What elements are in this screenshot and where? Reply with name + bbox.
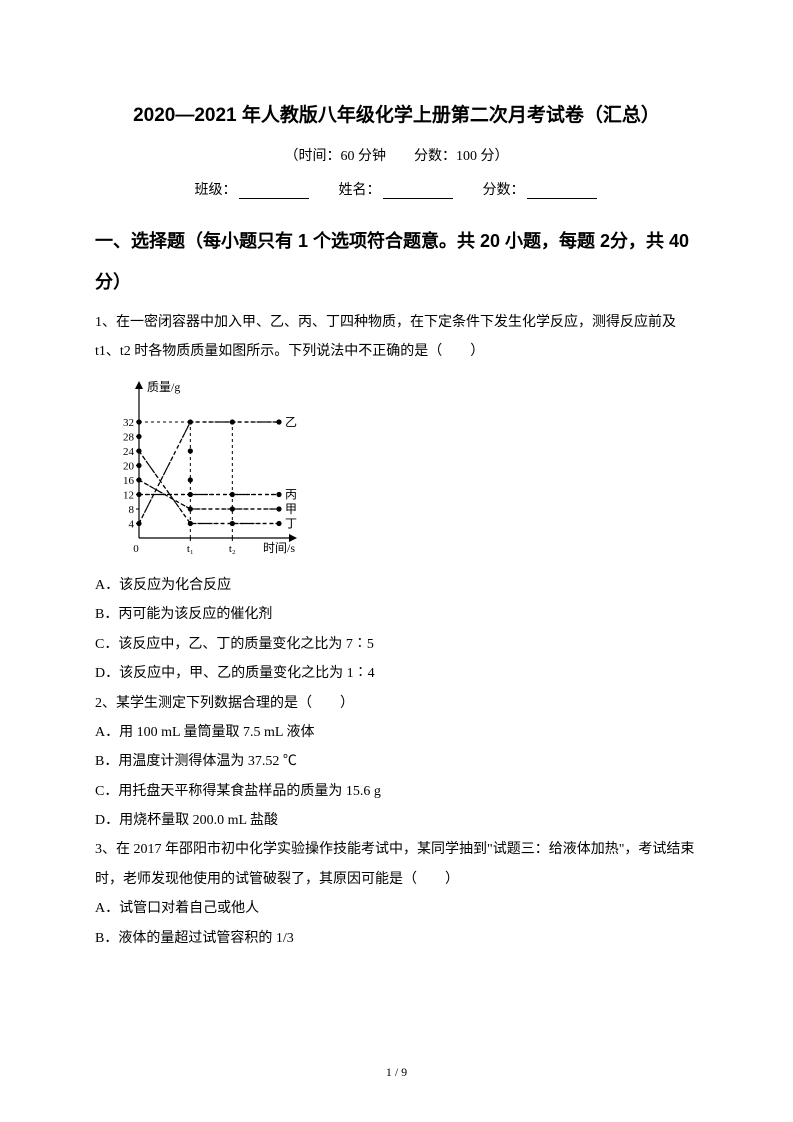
q2-stem: 2、某学生测定下列数据合理的是（ ） (95, 689, 698, 718)
svg-text:28: 28 (123, 431, 135, 443)
exam-meta: （时间：60 分钟 分数：100 分） (95, 145, 698, 165)
svg-text:时间/s: 时间/s (263, 541, 295, 555)
page-number: 1 / 9 (0, 1065, 793, 1080)
q3-option-b: B．液体的量超过试管容积的 1/3 (95, 924, 698, 953)
svg-text:16: 16 (123, 475, 135, 487)
class-label: 班级： (195, 183, 237, 198)
svg-text:甲: 甲 (285, 502, 297, 516)
q1-chart: 4 8 12 16 20 24 28 32 0 t₁ t₂ 乙丙甲丁 质量/g 时间/s (105, 373, 698, 569)
name-blank[interactable] (383, 183, 453, 199)
svg-text:丙: 丙 (285, 487, 297, 501)
svg-text:32: 32 (123, 417, 134, 429)
svg-text:t₁: t₁ (187, 543, 194, 555)
name-label: 姓名： (339, 183, 381, 198)
q2-option-a: A．用 100 mL 量筒量取 7.5 mL 液体 (95, 718, 698, 747)
svg-text:8: 8 (129, 504, 135, 516)
q1-option-c: C．该反应中，乙、丁的质量变化之比为 7∶5 (95, 630, 698, 659)
svg-text:4: 4 (129, 518, 135, 530)
q1-option-d: D．该反应中，甲、乙的质量变化之比为 1∶4 (95, 659, 698, 688)
exam-title: 2020—2021 年人教版八年级化学上册第二次月考试卷（汇总） (95, 100, 698, 127)
svg-text:t₂: t₂ (229, 543, 236, 555)
svg-text:质量/g: 质量/g (147, 380, 180, 394)
q2-option-b: B．用温度计测得体温为 37.52 ℃ (95, 747, 698, 776)
q2-option-c: C．用托盘天平称得某食盐样品的质量为 15.6 g (95, 777, 698, 806)
q1-option-b: B．丙可能为该反应的催化剂 (95, 600, 698, 629)
svg-text:12: 12 (123, 489, 134, 501)
score-blank[interactable] (527, 183, 597, 199)
q2-option-d: D．用烧杯量取 200.0 mL 盐酸 (95, 806, 698, 835)
q3-option-a: A．试管口对着自己或他人 (95, 894, 698, 923)
section-1-heading: 一、选择题（每小题只有 1 个选项符合题意。共 20 小题，每题 2分，共 40… (95, 221, 698, 304)
svg-text:乙: 乙 (285, 415, 297, 429)
class-blank[interactable] (239, 183, 309, 199)
q3-stem: 3、在 2017 年邵阳市初中化学实验操作技能考试中，某同学抽到"试题三：给液体… (95, 835, 698, 894)
svg-text:24: 24 (123, 446, 135, 458)
q1-stem: 1、在一密闭容器中加入甲、乙、丙、丁四种物质，在下定条件下发生化学反应，测得反应… (95, 308, 698, 367)
score-label: 分数： (483, 183, 525, 198)
svg-text:0: 0 (133, 543, 139, 555)
svg-text:20: 20 (123, 460, 135, 472)
fill-row: 班级： 姓名： 分数： (95, 179, 698, 199)
q1-option-a: A．该反应为化合反应 (95, 571, 698, 600)
svg-text:丁: 丁 (285, 516, 297, 530)
